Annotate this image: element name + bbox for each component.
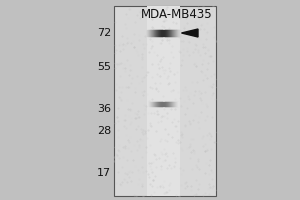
- Text: 36: 36: [97, 104, 111, 114]
- Text: 55: 55: [97, 62, 111, 72]
- Bar: [147, 6, 180, 196]
- Text: 72: 72: [97, 28, 111, 38]
- Text: 28: 28: [97, 126, 111, 136]
- Text: 17: 17: [97, 168, 111, 178]
- Text: MDA-MB435: MDA-MB435: [141, 8, 213, 21]
- Bar: [114, 6, 216, 196]
- Polygon shape: [182, 29, 198, 37]
